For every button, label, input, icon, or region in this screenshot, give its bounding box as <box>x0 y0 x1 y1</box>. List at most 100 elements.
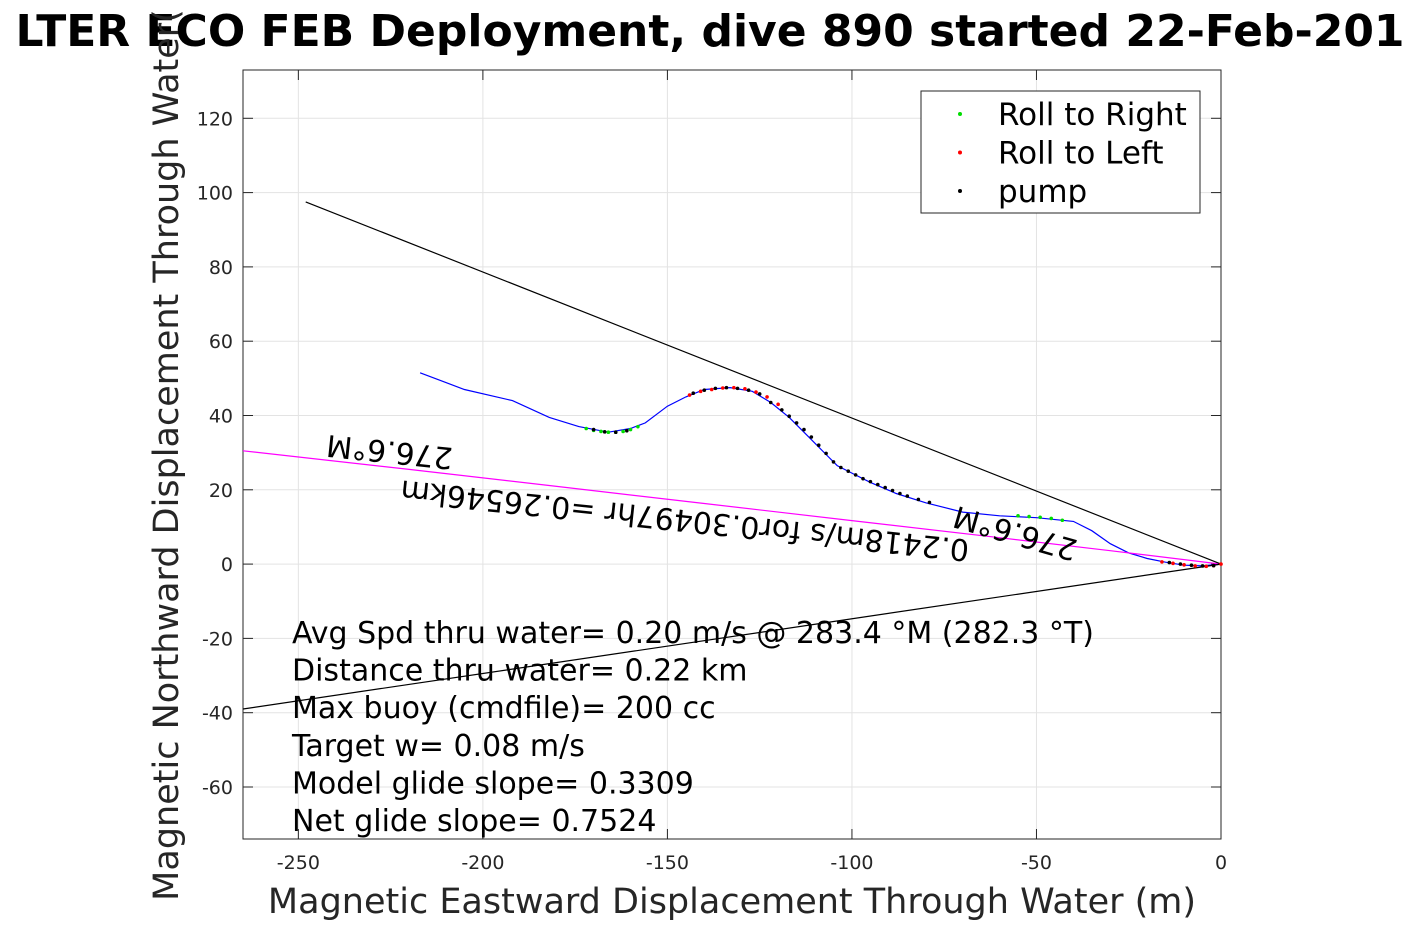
y-tick-label: 100 <box>197 183 233 205</box>
roll-to-left-point <box>732 385 736 390</box>
x-tick-label: -200 <box>461 852 504 874</box>
pump-point <box>927 500 932 505</box>
pump-point <box>602 430 607 434</box>
annotation-line: Net glide slope= 0.7524 <box>292 804 656 839</box>
annotation-line: Target w= 0.08 m/s <box>291 729 585 764</box>
pump-point <box>787 414 792 419</box>
pump-point <box>713 386 718 391</box>
pump-point <box>916 497 921 502</box>
x-tick-label: -150 <box>646 852 689 874</box>
y-tick-label: -60 <box>202 777 233 799</box>
annotation-line: Avg Spd thru water= 0.20 m/s @ 283.4 °M … <box>292 616 1094 651</box>
annotation-line: Distance thru water= 0.22 km <box>292 654 747 689</box>
series-line <box>242 450 1222 565</box>
pump-point <box>831 460 836 464</box>
pump-point <box>839 465 843 470</box>
pump-point <box>861 476 865 481</box>
pump-point <box>846 469 851 474</box>
y-tick-label: 0 <box>221 554 233 576</box>
track-label: 276.6°M <box>950 498 1082 567</box>
annotation-line: Max buoy (cmdfile)= 200 cc <box>292 691 716 726</box>
roll-to-right-point <box>1027 514 1031 519</box>
pump-point <box>853 473 858 477</box>
roll-to-right-point <box>628 427 633 432</box>
legend-label: Roll to Left <box>998 136 1164 172</box>
series-line <box>242 563 1222 710</box>
pump-point <box>746 388 751 393</box>
pump-point <box>757 392 762 396</box>
roll-to-left-point <box>720 386 725 390</box>
legend-marker <box>958 112 962 116</box>
pump-point <box>802 427 806 432</box>
annotation-block: Avg Spd thru water= 0.20 m/s @ 283.4 °M … <box>291 616 1094 839</box>
legend-label: Roll to Right <box>998 97 1187 133</box>
legend-marker <box>958 150 962 155</box>
roll-to-right-point <box>1049 516 1054 521</box>
y-tick-label: -40 <box>202 703 233 725</box>
track-labels: 276.6°M0.2418m/s for0.30497hr =0.26546km… <box>325 427 1081 567</box>
roll-to-left-point <box>765 395 769 399</box>
plot-series <box>242 201 1223 710</box>
series-line <box>305 201 1222 565</box>
roll-to-right-point <box>636 424 640 429</box>
pump-point <box>625 428 629 433</box>
roll-to-left-point <box>754 390 758 394</box>
pump-point <box>1178 562 1183 566</box>
x-tick-label: -100 <box>830 852 873 874</box>
roll-to-left-point <box>1182 563 1186 567</box>
y-axis-label: Magnetic Northward Displacement Through … <box>147 9 187 901</box>
y-tick-label: 80 <box>209 257 233 279</box>
pump-point <box>905 494 910 498</box>
roll-to-right-point <box>584 426 589 431</box>
x-tick-label: 0 <box>1215 852 1227 874</box>
x-axis-label: Magnetic Eastward Displacement Through W… <box>268 882 1196 922</box>
legend-label: pump <box>998 174 1087 210</box>
pump-point <box>883 485 887 490</box>
pump-point <box>724 385 729 390</box>
roll-to-left-point <box>1160 560 1164 564</box>
pump-point <box>613 430 618 435</box>
roll-to-left-point <box>1193 564 1197 568</box>
y-tick-label: 120 <box>197 108 233 130</box>
pump-point <box>816 443 821 448</box>
roll-to-left-point <box>698 389 703 394</box>
roll-to-left-point <box>776 402 780 407</box>
pump-point <box>809 435 814 439</box>
annotation-line: Model glide slope= 0.3309 <box>292 766 694 801</box>
roll-to-left-point <box>709 387 714 392</box>
pump-point <box>768 400 773 405</box>
pump-point <box>898 491 902 496</box>
legend-marker <box>958 189 962 193</box>
legend-box <box>920 90 1201 214</box>
roll-to-right-point <box>1060 518 1065 523</box>
chart-title: LTER ECO FEB Deployment, dive 890 starte… <box>15 6 1404 57</box>
roll-to-right-point <box>1038 515 1042 520</box>
pump-point <box>824 451 828 456</box>
pump-point <box>890 488 895 493</box>
pump-point <box>691 391 696 396</box>
roll-to-right-point <box>606 430 611 435</box>
series-line <box>419 372 1222 567</box>
pump-point <box>780 408 784 412</box>
roll-to-right-point <box>621 429 625 434</box>
pump-point <box>1211 563 1216 568</box>
roll-to-left-point <box>687 393 692 397</box>
pump-point <box>1189 563 1194 568</box>
y-tick-label: -20 <box>202 628 233 650</box>
pump-point <box>1167 560 1172 565</box>
pump-point <box>735 386 740 391</box>
roll-to-left-point <box>743 386 747 391</box>
plot-area <box>242 69 1222 840</box>
pump-point <box>591 427 596 432</box>
roll-to-left-point <box>1171 561 1175 566</box>
track-label: 276.6°M <box>325 427 455 475</box>
y-tick-label: 20 <box>209 480 233 502</box>
x-tick-label: -50 <box>1021 852 1052 874</box>
x-tick-label: -250 <box>277 852 320 874</box>
pump-point <box>1200 564 1205 568</box>
pump-point <box>702 388 707 393</box>
axis-ticks: -250 -200 -150 -100 -50 0-60-40-2002040608010… <box>197 70 1227 874</box>
roll-to-left-point <box>1219 562 1223 566</box>
pump-point <box>868 479 873 484</box>
